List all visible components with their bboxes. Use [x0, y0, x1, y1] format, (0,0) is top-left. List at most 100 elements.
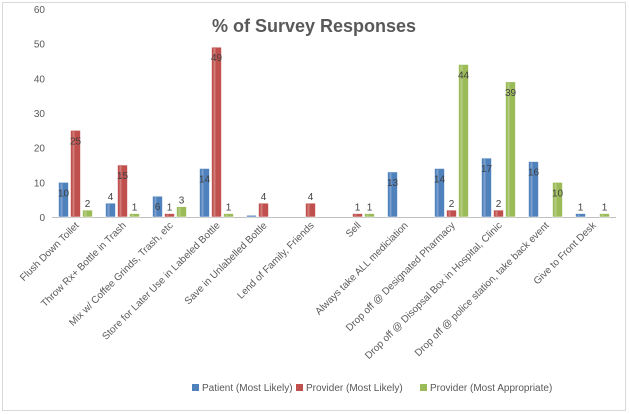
bar — [528, 161, 539, 218]
bar — [458, 64, 469, 218]
bar-highlight — [601, 214, 604, 216]
bar-highlight — [389, 172, 392, 216]
bar-highlight — [460, 65, 463, 216]
bar — [199, 168, 210, 218]
bar — [164, 213, 175, 218]
bar-highlight — [554, 183, 557, 216]
y-tick-label: 20 — [34, 144, 46, 155]
data-label: 15 — [117, 171, 129, 182]
bar-highlight — [354, 214, 357, 216]
data-label: 13 — [387, 178, 399, 189]
y-tick-label: 50 — [34, 40, 46, 51]
bar — [305, 202, 316, 218]
legend-label: Patient (Most Likely) — [202, 383, 293, 394]
bar-highlight — [366, 214, 369, 216]
category-label: Lend of Family, Friends — [235, 220, 316, 301]
bar — [575, 213, 586, 218]
data-label: 49 — [211, 53, 223, 64]
bar-highlight — [119, 166, 122, 216]
bars-layer — [58, 46, 610, 218]
data-label: 1 — [167, 203, 173, 214]
bar-highlight — [178, 207, 181, 216]
bar — [105, 202, 116, 218]
bar — [152, 195, 163, 218]
bar-highlight — [201, 169, 204, 216]
data-label: 14 — [199, 174, 211, 185]
data-label: 2 — [85, 199, 91, 210]
bar-highlight — [260, 204, 263, 216]
legend: Patient (Most Likely) Provider (Most Like… — [192, 383, 552, 394]
legend-swatch — [296, 384, 303, 391]
legend-swatch — [192, 384, 199, 391]
data-label: 1 — [226, 203, 232, 214]
data-label: 1 — [367, 203, 373, 214]
bar-highlight — [436, 169, 439, 216]
data-label: 17 — [481, 164, 493, 175]
data-label: 10 — [58, 188, 70, 199]
data-label: 6 — [155, 202, 161, 213]
data-label: 39 — [505, 88, 517, 99]
category-label: Save in Unlabelled Bottle — [183, 220, 270, 307]
bar-highlight — [131, 214, 134, 216]
bar — [446, 209, 457, 218]
bar — [599, 213, 610, 218]
bar — [176, 206, 187, 218]
category-label: Throw Rx+ Bottle in Trash — [39, 220, 128, 309]
bar — [58, 182, 69, 218]
bar-highlight — [213, 48, 216, 217]
data-label: 2 — [496, 199, 502, 210]
bar — [481, 157, 492, 218]
data-label: 1 — [602, 203, 608, 214]
data-label: 4 — [261, 192, 267, 203]
data-label: 10 — [552, 188, 564, 199]
bar-highlight — [107, 204, 110, 216]
bar — [493, 209, 504, 218]
bar — [117, 164, 128, 218]
bar-highlight — [530, 162, 533, 216]
bar-highlight — [577, 214, 580, 216]
y-tick-label: 0 — [39, 213, 45, 224]
bar — [258, 202, 269, 218]
legend-label: Provider (Most Likely) — [306, 383, 403, 394]
bar-highlight — [495, 211, 498, 216]
data-label: 44 — [458, 70, 470, 81]
bar-highlight — [483, 159, 486, 216]
data-label: 14 — [434, 174, 446, 185]
bar — [552, 182, 563, 218]
bar-highlight — [507, 82, 510, 216]
bar-highlight — [84, 211, 87, 216]
bar — [364, 213, 375, 218]
bar — [387, 171, 398, 218]
legend-label: Provider (Most Appropriate) — [430, 383, 552, 394]
bar-highlight — [60, 183, 63, 216]
data-label: 4 — [108, 192, 114, 203]
bar-highlight — [72, 131, 75, 216]
axis-layer: 0 10 20 30 40 50 60 — [34, 5, 616, 224]
bar-highlight — [448, 211, 451, 216]
category-label: Always take ALL mediciation — [313, 220, 410, 317]
bar-highlight — [307, 204, 310, 216]
data-label: 1 — [578, 203, 584, 214]
data-label: 16 — [528, 168, 540, 179]
bar — [505, 81, 516, 218]
bar — [434, 168, 445, 218]
bar-highlight — [166, 214, 169, 216]
y-tick-label: 40 — [34, 74, 46, 85]
data-label: 3 — [179, 196, 185, 207]
data-label: 4 — [308, 192, 314, 203]
data-label: 2 — [449, 199, 455, 210]
bar — [82, 209, 93, 218]
bar — [70, 130, 81, 218]
y-tick-label: 10 — [34, 178, 46, 189]
chart-title: % of Survey Responses — [212, 16, 416, 36]
bar — [246, 214, 257, 218]
data-label: 1 — [132, 203, 138, 214]
bar — [223, 213, 234, 218]
legend-swatch — [420, 384, 427, 391]
bar-highlight — [225, 214, 228, 216]
y-tick-label: 60 — [34, 5, 46, 16]
data-label: 25 — [70, 136, 82, 147]
